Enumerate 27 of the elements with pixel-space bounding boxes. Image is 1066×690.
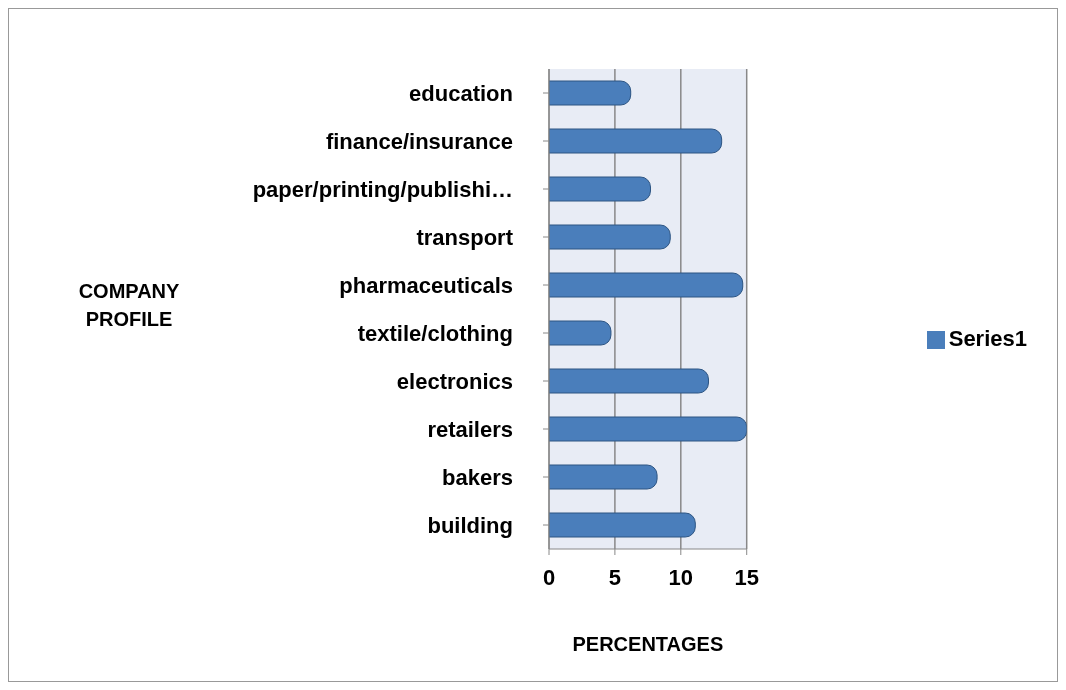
bar <box>549 320 612 346</box>
bar <box>549 272 744 298</box>
y-tick-label: bakers <box>442 464 513 490</box>
bar <box>549 224 671 250</box>
x-axis-title: PERCENTAGES <box>572 633 724 655</box>
y-tick-label: transport <box>416 224 514 250</box>
bar <box>549 368 709 394</box>
x-tick-label: 0 <box>542 564 556 590</box>
y-tick-label: retailers <box>427 416 513 442</box>
bar <box>549 80 632 106</box>
x-tick-label: 5 <box>608 564 622 590</box>
y-tick-label: building <box>427 512 513 538</box>
bar <box>549 464 658 490</box>
bar <box>549 512 696 538</box>
bar <box>549 416 747 442</box>
bar <box>549 128 723 154</box>
y-tick-label: paper/printing/publishi… <box>252 176 513 202</box>
y-tick-label: pharmaceuticals <box>339 272 513 298</box>
legend-label: Series1 <box>948 326 1027 351</box>
y-tick-label: education <box>409 80 513 106</box>
y-tick-label: textile/clothing <box>357 320 513 346</box>
x-tick-label: 15 <box>734 564 759 590</box>
x-tick-label: 10 <box>668 564 694 590</box>
y-tick-label: electronics <box>396 368 513 394</box>
y-axis-title: COMPANY PROFILE <box>77 279 181 332</box>
bar <box>549 176 651 202</box>
y-tick-label: finance/insurance <box>325 128 513 154</box>
